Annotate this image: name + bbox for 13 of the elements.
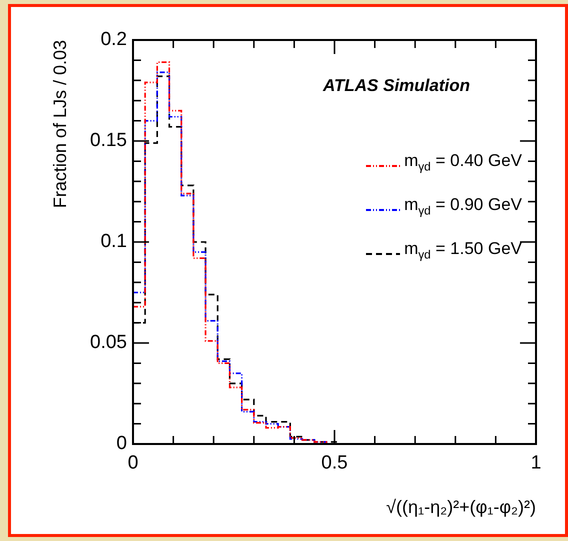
y-tick-label: 0.05 [90, 332, 127, 354]
x-axis-title: √((η₁-η₂)²+(φ₁-φ₂)²) [386, 497, 536, 518]
y-tick-label: 0.1 [100, 231, 127, 252]
annotation: ATLAS Simulation [323, 76, 470, 96]
x-tick-label: 1 [530, 452, 542, 474]
y-axis-title: Fraction of LJs / 0.03 [50, 40, 70, 208]
y-tick-label: 0 [116, 433, 127, 454]
legend-label: m$_{γd}$ = 1.50 GeV [404, 238, 522, 262]
x-tick-label: 0.5 [321, 452, 348, 474]
legend-label: m$_{γd}$ = 0.40 GeV [404, 150, 522, 174]
y-tick-label: 0.15 [90, 130, 127, 152]
legend-label: m$_{γd}$ = 0.90 GeV [404, 194, 522, 218]
y-tick-label: 0.2 [100, 29, 127, 50]
